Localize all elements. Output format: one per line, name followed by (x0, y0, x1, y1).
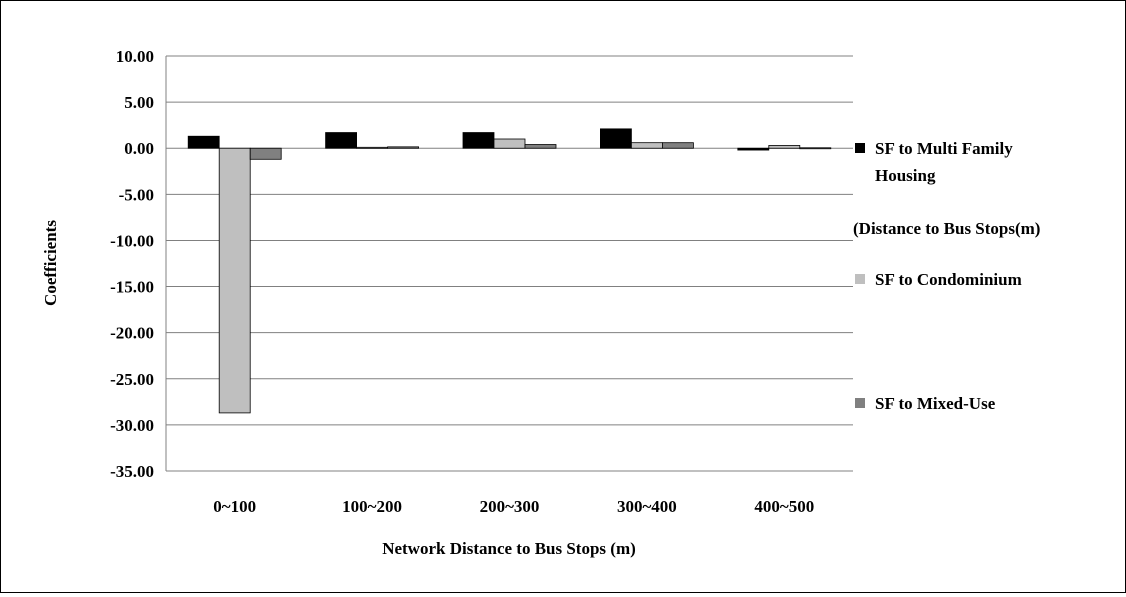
legend: SF to Multi Family Housing (Distance to Bu… (853, 139, 1040, 413)
bar-sf-to-mixed-use-1 (387, 146, 420, 149)
bar-sf-to-condominium-0 (218, 147, 251, 414)
bar-sf-to-multi-family-housing-2 (462, 132, 495, 149)
legend-label: SF to Condominium (875, 270, 1022, 289)
bar-sf-to-mixed-use-0 (249, 147, 282, 160)
bars (187, 128, 832, 414)
bar-sf-to-condominium-2 (493, 138, 526, 149)
x-axis-ticks: 0~100 100~200 200~300 300~400 400~500 (213, 497, 814, 516)
bar-sf-to-condominium-1 (356, 146, 389, 149)
y-tick-label: -30.00 (110, 416, 154, 435)
y-tick-label: -15.00 (110, 278, 154, 297)
x-tick-label: 300~400 (617, 497, 677, 516)
y-tick-label: 10.00 (116, 47, 154, 66)
bar-sf-to-condominium-4 (768, 145, 801, 149)
legend-label: (Distance to Bus Stops(m) (853, 219, 1040, 238)
y-tick-label: -20.00 (110, 324, 154, 343)
legend-label: SF to Multi Family (875, 139, 1013, 158)
y-tick-label: 5.00 (124, 93, 154, 112)
y-tick-label: -5.00 (119, 185, 154, 204)
y-tick-label: -10.00 (110, 231, 154, 250)
x-tick-label: 0~100 (213, 497, 256, 516)
y-tick-label: 0.00 (124, 139, 154, 158)
bar-sf-to-multi-family-housing-3 (600, 128, 632, 149)
gridlines (166, 55, 853, 472)
bar-sf-to-condominium-3 (631, 142, 663, 149)
y-axis-ticks: 10.00 5.00 0.00 -5.00 -10.00 -15.00 -20.00 -25.… (110, 47, 154, 481)
bar-sf-to-mixed-use-3 (662, 142, 694, 149)
x-tick-label: 100~200 (342, 497, 402, 516)
legend-label: SF to Mixed-Use (875, 394, 996, 413)
legend-swatch (855, 143, 865, 153)
bar-sf-to-multi-family-housing-4 (737, 147, 770, 151)
y-tick-label: -35.00 (110, 462, 154, 481)
bar-sf-to-multi-family-housing-1 (325, 132, 358, 149)
x-axis-title: Network Distance to Bus Stops (m) (382, 539, 636, 558)
legend-swatch (855, 274, 865, 284)
x-tick-label: 400~500 (754, 497, 814, 516)
legend-swatch (855, 398, 865, 408)
x-tick-label: 200~300 (480, 497, 540, 516)
legend-label: Housing (875, 166, 936, 185)
bar-sf-to-multi-family-housing-0 (187, 135, 220, 149)
y-tick-label: -25.00 (110, 370, 154, 389)
bar-sf-to-mixed-use-2 (524, 144, 557, 149)
bar-sf-to-mixed-use-4 (799, 147, 832, 150)
y-axis-title: Coefficients (41, 220, 60, 306)
